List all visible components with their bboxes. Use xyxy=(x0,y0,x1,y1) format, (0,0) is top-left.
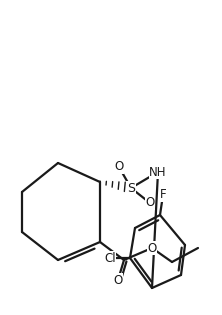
Text: O: O xyxy=(147,242,157,255)
Text: S: S xyxy=(127,181,135,194)
Text: F: F xyxy=(160,188,166,202)
Text: Cl: Cl xyxy=(104,251,116,265)
Text: O: O xyxy=(145,197,155,209)
Text: NH: NH xyxy=(149,165,167,179)
Text: O: O xyxy=(114,161,124,174)
Text: O: O xyxy=(113,273,123,287)
